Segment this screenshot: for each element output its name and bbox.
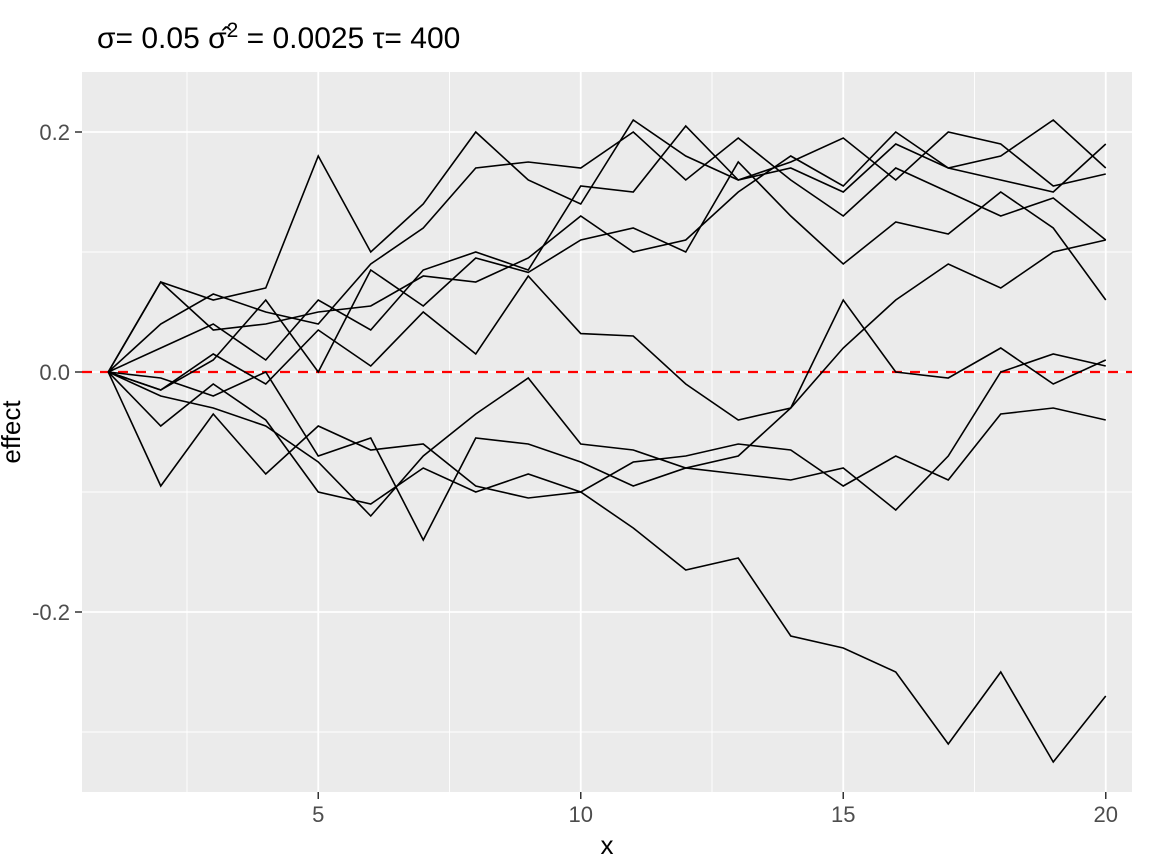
y-tick-label: -0.2 (32, 600, 70, 625)
y-axis-title: effect (0, 400, 26, 464)
x-tick-label: 15 (831, 802, 855, 827)
x-axis-title: x (601, 830, 614, 860)
chart-svg: 5 10 15 20 -0.2 0.0 0.2 x effect σ= 0.05 σ̂2 = 0.… (0, 0, 1152, 865)
x-tick-label: 10 (569, 802, 593, 827)
x-tick-label: 20 (1094, 802, 1118, 827)
line-chart: 5 10 15 20 -0.2 0.0 0.2 x effect σ= 0.05 σ̂2 = 0.… (0, 0, 1152, 865)
y-tick-label: 0.0 (39, 360, 70, 385)
x-tick-label: 5 (312, 802, 324, 827)
chart-title: σ= 0.05 σ̂2 = 0.0025 τ= 400 (97, 19, 460, 56)
y-tick-label: 0.2 (39, 120, 70, 145)
